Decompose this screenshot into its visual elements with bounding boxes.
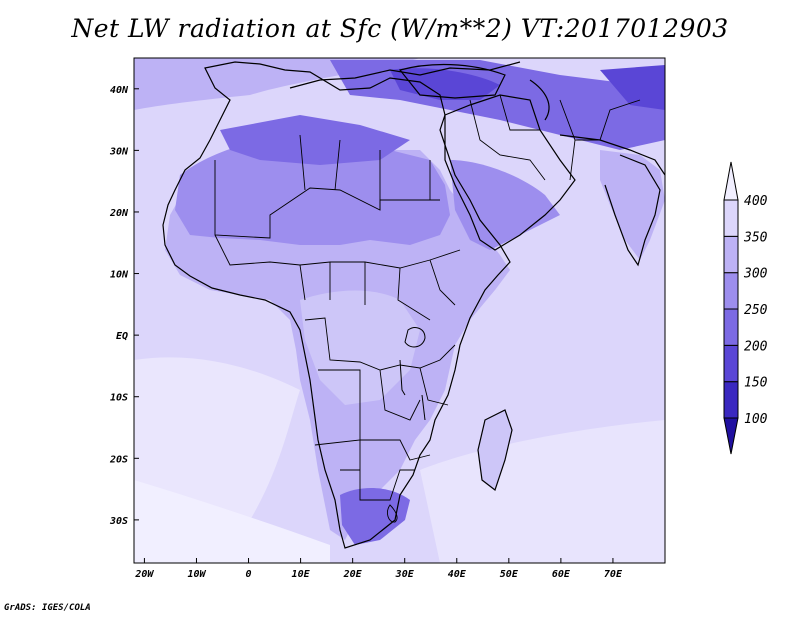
colorbar-swatch [723,381,739,419]
border-west-central [299,259,456,321]
arabia-coastline [444,94,576,251]
lon-tick-label: 50E [500,569,519,580]
coastlines [162,61,665,549]
border-middle-east [469,94,546,181]
shading-madagascar [478,410,512,490]
lon-tick-label: 10E [292,569,311,580]
lat-tick-label: 10N [110,270,129,281]
shading-sahara [175,135,450,245]
black-sea-turkey [398,63,506,99]
india-coast [604,154,661,267]
lat-tick-label: 10S [110,393,128,404]
lon-tick-label: 60E [552,569,571,580]
longitude-axis: 20W 10W 0 10E 20E 30E 40E 50E 60E 70E [134,558,623,580]
colorbar-label: 100 [744,412,768,427]
lon-tick-label: 40E [448,569,467,580]
border-southern [314,367,449,461]
colorbar-label: 350 [743,230,768,245]
shading-south-africa [340,488,410,545]
colorbar-min-triangle [723,417,739,455]
lat-tick-label: 40N [110,85,129,96]
shading-north-sahara-low [220,115,410,165]
colorbar-max-triangle [723,161,739,201]
colorbar-label: 300 [743,267,768,282]
colorbar-swatch [723,199,739,237]
shading-southwest-light [134,480,330,563]
lat-tick-label: 30S [109,516,128,527]
country-borders [214,94,641,523]
lat-tick-label: 30N [109,146,129,157]
border-north-africa [299,134,431,210]
map-title: Net LW radiation at Sfc (W/m**2) VT:2017… [71,14,729,43]
lon-tick-label: 30E [395,569,415,580]
lat-tick-label: 20S [109,454,128,465]
field-shading [134,58,665,563]
border-lesotho [387,504,398,523]
colorbar-swatch [723,344,739,383]
colorbar-swatch [723,235,739,274]
shading-arabia [450,160,560,250]
colorbar-label: 400 [744,194,768,209]
lakes [399,327,426,421]
credit-text: GrADS: IGES/COLA [4,603,91,613]
shading-south-atlantic-light [134,357,300,532]
lon-tick-label: 0 [246,569,252,580]
africa-coastline [162,61,511,549]
lon-tick-label: 20E [343,569,363,580]
lon-tick-label: 10W [187,569,206,580]
caspian-west [529,79,550,121]
shading-northeast-low [600,65,665,110]
shading-india [600,150,665,260]
colorbar-swatch [723,308,739,346]
madagascar-coast [477,409,513,491]
lon-tick-label: 20W [134,569,154,580]
plot-frame [133,57,666,564]
colorbar-swatch [723,272,739,310]
colorbar: 100 150 200 250 300 350 400 [723,161,768,455]
latitude-axis: 40N 30N 20N 10N EQ 10S 20S 30S [109,85,139,527]
colorbar-label: 250 [744,303,768,318]
lon-tick-label: 70E [604,569,623,580]
colorbar-label: 200 [744,339,768,354]
iran-coast [559,134,665,176]
europe-coast [289,61,521,89]
shading-central-africa [300,290,420,405]
lake-tanganyika [399,359,406,396]
border-south-africa [340,440,415,501]
lat-tick-label: 20N [109,208,129,219]
border-iran-afghan [559,99,641,181]
lake-malawi [421,394,426,421]
lake-victoria [404,327,426,348]
colorbar-label: 150 [744,376,768,391]
lat-tick-label: EQ [116,331,128,342]
